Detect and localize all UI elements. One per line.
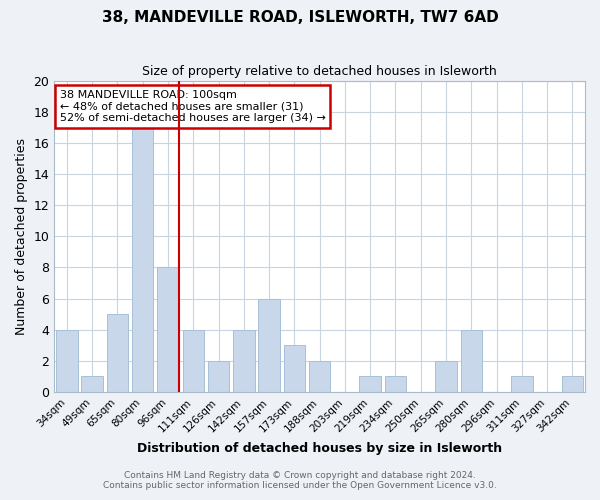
Title: Size of property relative to detached houses in Isleworth: Size of property relative to detached ho… <box>142 65 497 78</box>
Y-axis label: Number of detached properties: Number of detached properties <box>15 138 28 335</box>
Text: Contains HM Land Registry data © Crown copyright and database right 2024.
Contai: Contains HM Land Registry data © Crown c… <box>103 470 497 490</box>
Bar <box>562 376 583 392</box>
Bar <box>56 330 77 392</box>
Bar <box>284 345 305 392</box>
Bar <box>461 330 482 392</box>
X-axis label: Distribution of detached houses by size in Isleworth: Distribution of detached houses by size … <box>137 442 502 455</box>
Bar <box>132 128 154 392</box>
Text: 38, MANDEVILLE ROAD, ISLEWORTH, TW7 6AD: 38, MANDEVILLE ROAD, ISLEWORTH, TW7 6AD <box>101 10 499 25</box>
Bar <box>385 376 406 392</box>
Bar <box>157 268 179 392</box>
Bar <box>309 361 331 392</box>
Bar <box>233 330 254 392</box>
Bar <box>208 361 229 392</box>
Bar <box>435 361 457 392</box>
Bar <box>259 298 280 392</box>
Bar <box>359 376 381 392</box>
Bar <box>511 376 533 392</box>
Text: 38 MANDEVILLE ROAD: 100sqm
← 48% of detached houses are smaller (31)
52% of semi: 38 MANDEVILLE ROAD: 100sqm ← 48% of deta… <box>59 90 325 123</box>
Bar <box>182 330 204 392</box>
Bar <box>107 314 128 392</box>
Bar <box>82 376 103 392</box>
